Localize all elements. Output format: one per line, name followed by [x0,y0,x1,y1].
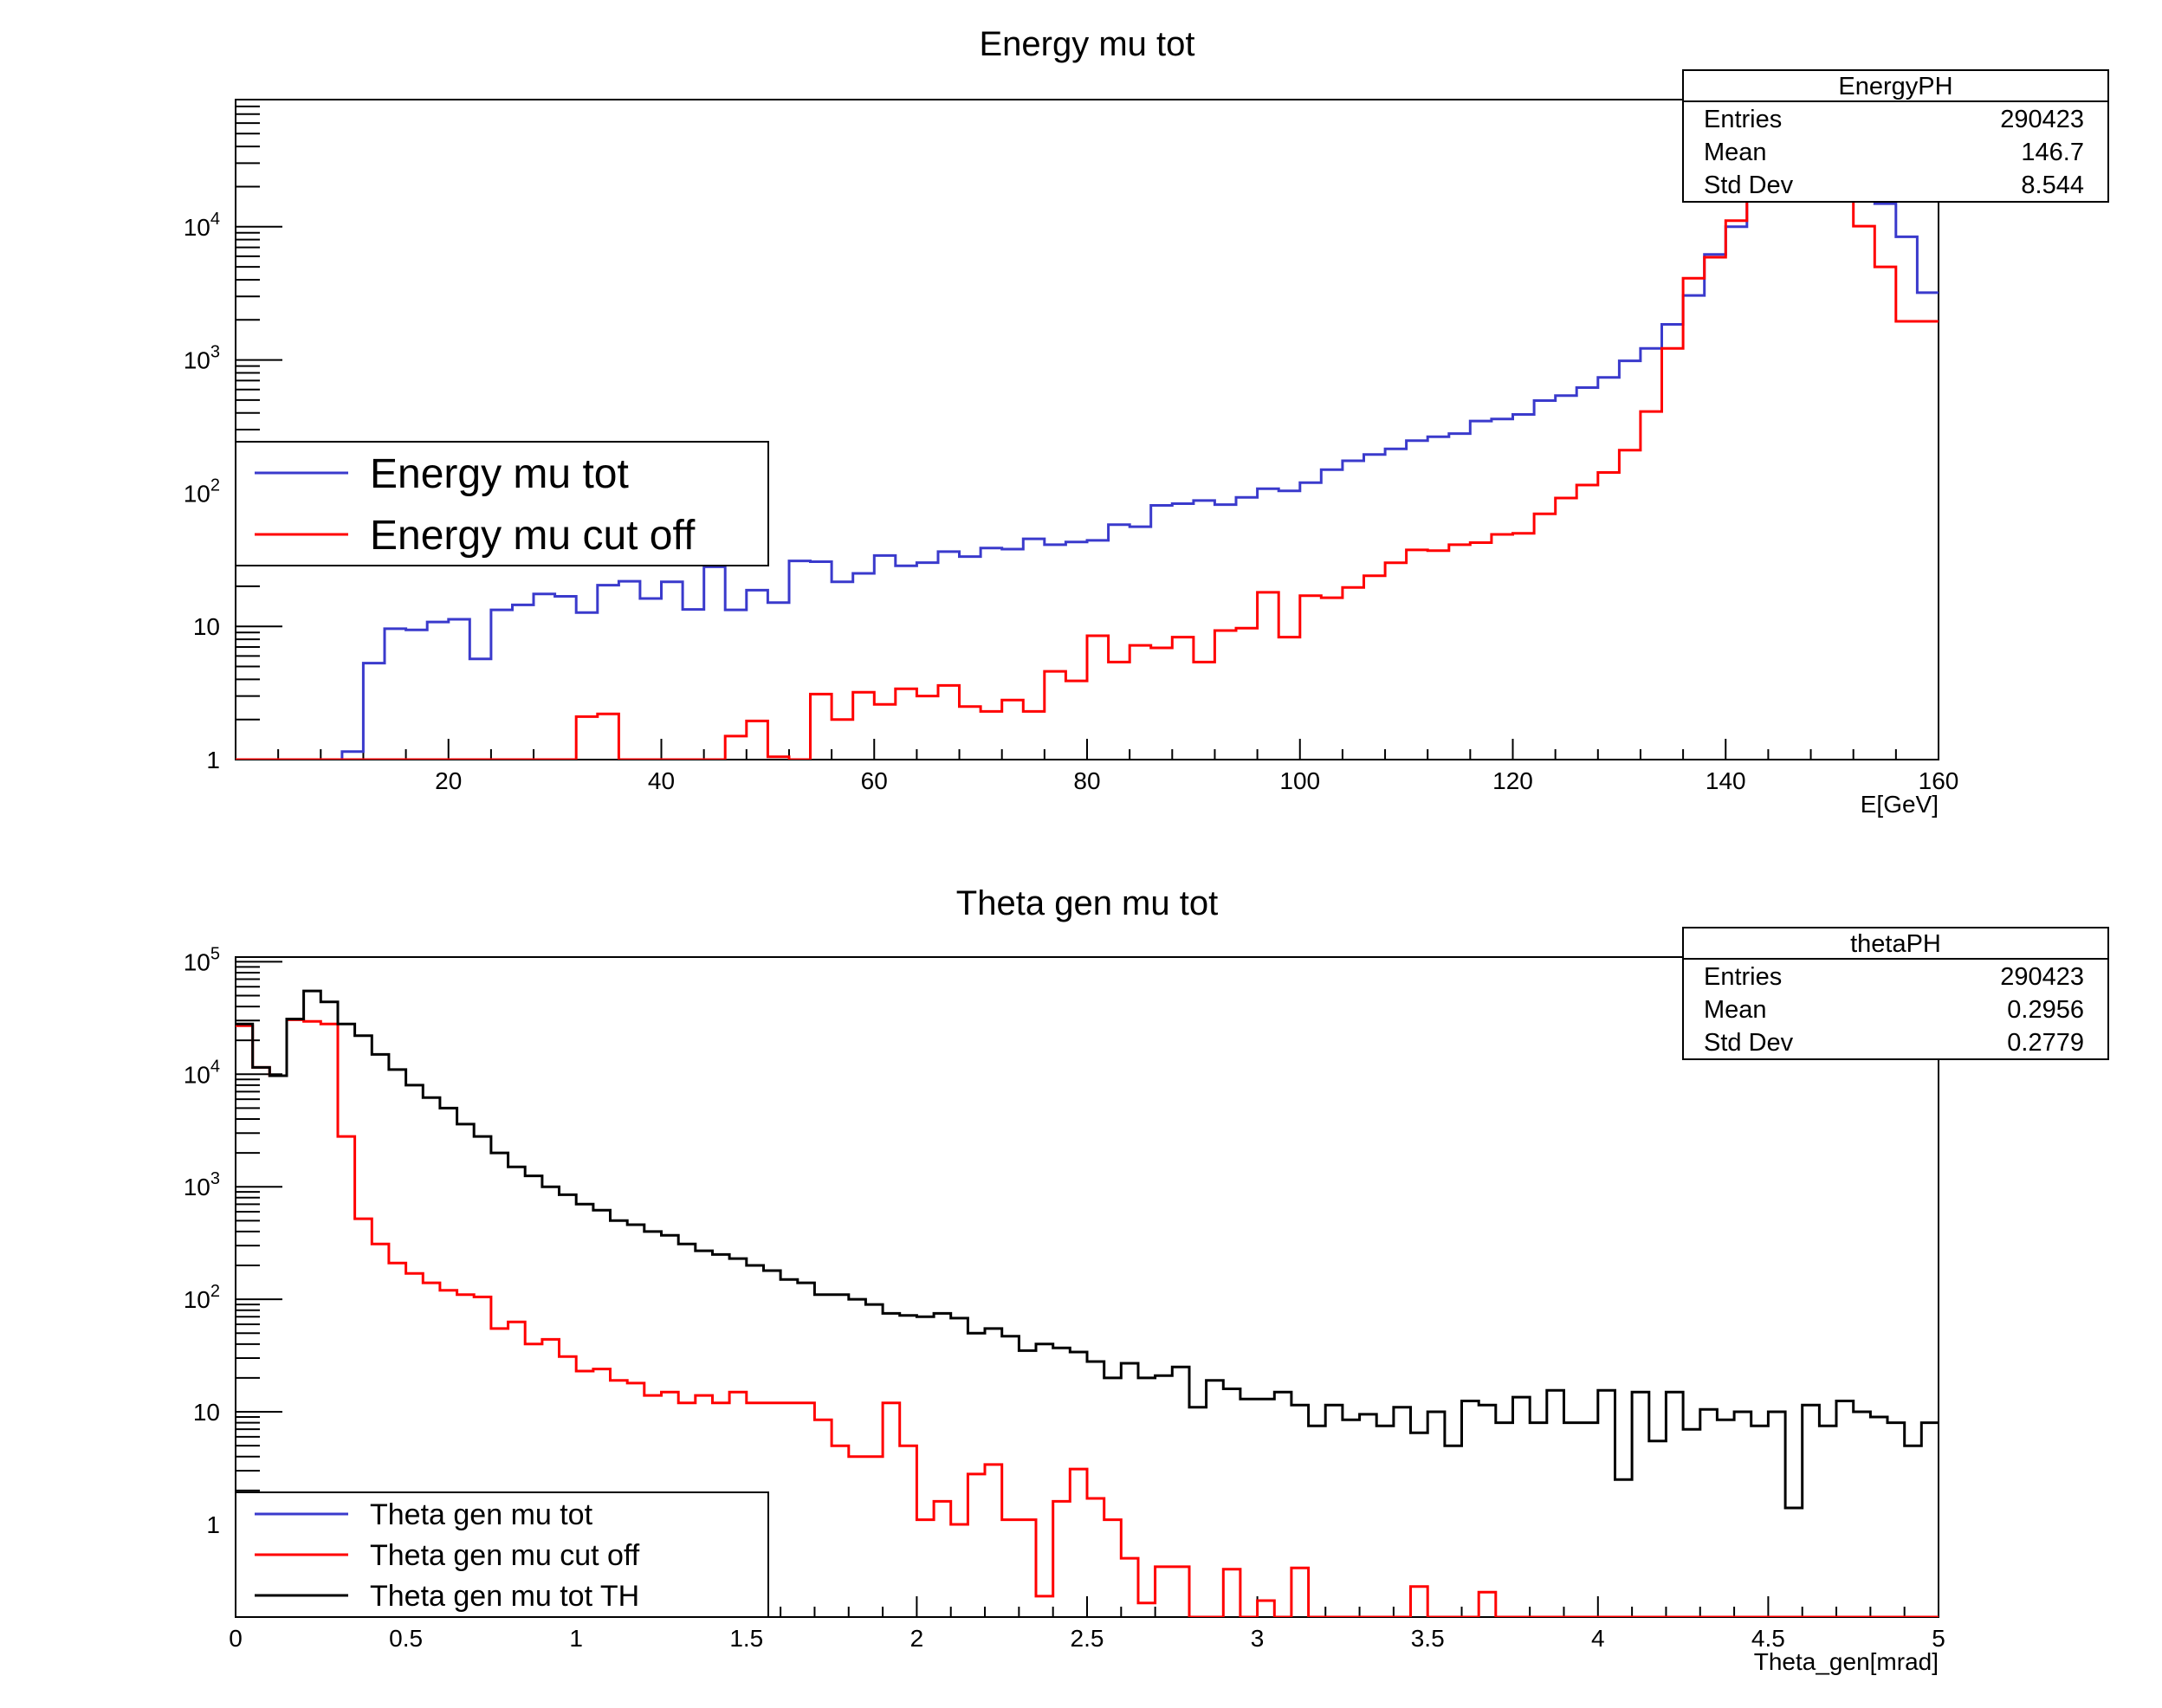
y-tick-label: 104 [184,210,220,241]
legend-label: Energy mu cut off [370,513,696,559]
stats-box: thetaPH Entries 290423 Mean 0.2956 Std Dev 0.2… [1682,927,2109,1060]
x-tick-label: 0 [229,1625,243,1652]
legend: Theta gen mu tot Theta gen mu cut off Thet… [235,1491,769,1618]
x-axis-label: E[GeV] [1861,791,1939,818]
x-tick-label: 100 [1279,767,1320,794]
x-tick-label: 160 [1919,767,1959,794]
y-tick-label: 102 [184,476,220,507]
x-tick-label: 3.5 [1411,1625,1445,1652]
legend-label: Theta gen mu tot [370,1498,593,1531]
stats-box-value: 8.544 [2021,171,2084,199]
x-tick-label: 4.5 [1751,1625,1785,1652]
stats-box-label: Mean [1704,139,1767,166]
x-tick-label: 2 [910,1625,924,1652]
x-tick-label: 1.5 [729,1625,763,1652]
x-tick-label: 4 [1591,1625,1605,1652]
y-tick-label: 104 [184,1057,220,1088]
x-tick-label: 140 [1706,767,1746,794]
stats-box-title: thetaPH [1850,930,1941,958]
stats-box: EnergyPH Entries 290423 Mean 146.7 Std Dev 8.5… [1682,69,2109,203]
y-tick-label: 10 [193,1399,220,1426]
stats-box-frame [1682,927,2109,1060]
y-tick-label: 103 [184,343,220,374]
y-tick-label: 1 [206,1511,220,1538]
stats-box-value: 290423 [2000,963,2084,991]
stats-box-value: 146.7 [2021,139,2084,166]
stats-box-label: Entries [1704,106,1782,133]
chart-title: Energy mu tot [979,25,1194,63]
histogram-series-1 [236,1018,1939,1617]
stats-box-value: 0.2956 [2007,996,2084,1024]
legend-frame [235,441,769,566]
y-tick-label: 1 [206,747,220,773]
stats-box-frame [1682,69,2109,203]
y-tick-label: 102 [184,1282,220,1313]
x-tick-label: 0.5 [389,1625,423,1652]
histogram-series-2 [236,989,1939,1510]
y-tick-label: 10 [193,613,220,640]
x-tick-label: 80 [1073,767,1100,794]
x-tick-label: 120 [1492,767,1533,794]
stats-box-value: 0.2779 [2007,1029,2084,1057]
x-tick-label: 20 [435,767,462,794]
x-tick-label: 60 [861,767,888,794]
y-tick-label: 105 [184,944,220,975]
x-axis-label: Theta_gen[mrad] [1754,1648,1939,1675]
stats-box-label: Mean [1704,996,1767,1024]
stats-box-label: Entries [1704,963,1782,991]
stats-box-title: EnergyPH [1838,73,1952,100]
legend-label: Theta gen mu tot TH [370,1580,639,1613]
theta-panel: Theta gen mu tot 0 0.5 1 1.5 2 2.5 3 3.5 4 4.5 5 1 10… [184,884,2109,1675]
x-tick-label: 5 [1932,1625,1945,1652]
x-tick-label: 3 [1251,1625,1265,1652]
x-tick-label: 2.5 [1071,1625,1104,1652]
x-tick-label: 40 [648,767,675,794]
stats-box-label: Std Dev [1704,171,1794,199]
legend-label: Theta gen mu cut off [370,1539,640,1572]
energy-panel: Energy mu tot 20 40 60 80 100 120 140 160 1 10 102 1… [184,25,2109,818]
x-tick-label: 1 [569,1625,583,1652]
chart-title: Theta gen mu tot [956,884,1218,922]
stats-box-value: 290423 [2000,106,2084,133]
legend-label: Energy mu tot [370,451,629,497]
histogram-series-0 [236,174,1939,760]
y-tick-label: 103 [184,1169,220,1200]
legend: Energy mu tot Energy mu cut off [235,441,769,566]
stats-box-label: Std Dev [1704,1029,1794,1057]
histogram-series-1 [236,185,1939,760]
